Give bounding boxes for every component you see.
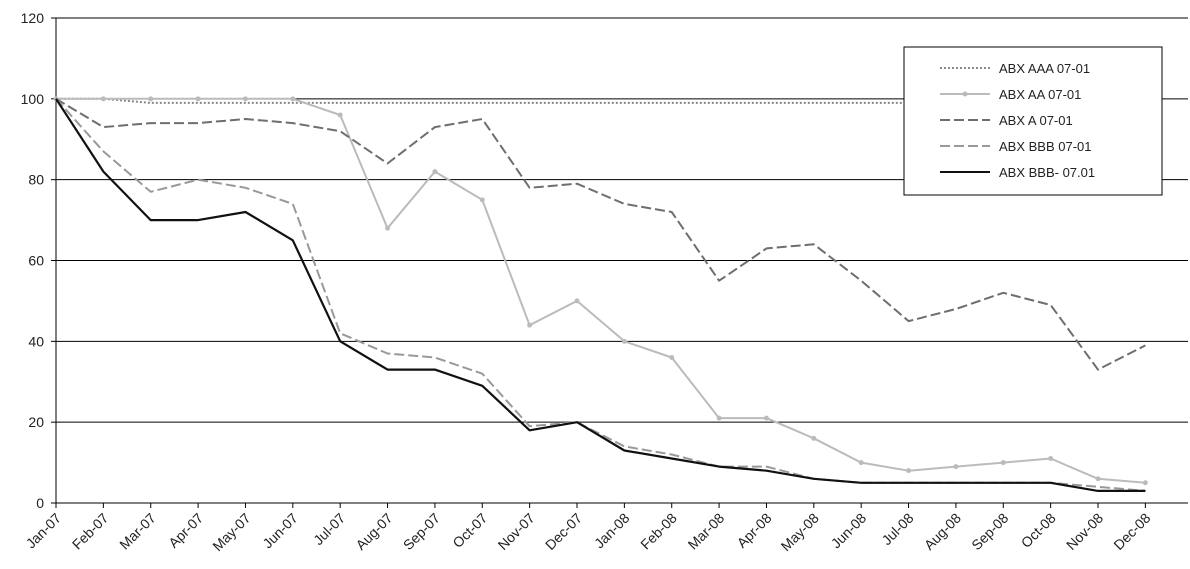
x-tick-label: Aug-07 — [352, 510, 395, 553]
x-tick-label: Dec-07 — [542, 510, 585, 553]
x-tick-label: May-07 — [209, 510, 253, 554]
x-tick-label: Jul-08 — [878, 510, 916, 548]
x-tick-label: Aug-08 — [921, 510, 964, 553]
series-point — [195, 96, 201, 102]
series-lines — [53, 96, 1148, 492]
x-tick-label: Jun-08 — [828, 510, 870, 552]
series-point — [337, 112, 343, 118]
series-point — [100, 96, 106, 102]
x-tick-label: Oct-08 — [1018, 510, 1059, 551]
series-point — [621, 338, 627, 344]
y-tick-label: 0 — [36, 495, 44, 511]
series-point — [906, 468, 912, 474]
y-tick-label: 40 — [28, 333, 44, 349]
series-point — [1142, 480, 1148, 486]
series-point — [574, 298, 580, 304]
x-tick-label: May-08 — [778, 510, 822, 554]
series-point — [479, 197, 485, 203]
x-axis-ticks: Jan-07 Feb-07 Mar-07 Apr-07 May-07 Jun-07 Jul-… — [23, 503, 1154, 554]
x-tick-label: Dec-08 — [1110, 510, 1153, 553]
x-tick-label: Jan-07 — [23, 510, 65, 552]
legend-label: ABX BBB 07-01 — [999, 139, 1092, 154]
series-point — [290, 96, 296, 102]
legend-label: ABX BBB- 07.01 — [999, 165, 1095, 180]
legend-marker — [962, 91, 968, 97]
y-tick-label: 100 — [21, 91, 45, 107]
series-point — [811, 435, 817, 441]
legend-label: ABX AA 07-01 — [999, 87, 1081, 102]
series-point — [858, 460, 864, 466]
series-point — [669, 355, 675, 360]
series-point — [148, 96, 154, 102]
series-point — [953, 464, 959, 470]
x-tick-label: Jan-08 — [591, 510, 633, 552]
series-line-3 — [55, 97, 1146, 371]
y-tick-label: 20 — [28, 414, 44, 430]
series-point — [716, 415, 722, 421]
x-tick-label: Jul-07 — [310, 510, 348, 548]
x-tick-label: Feb-08 — [637, 510, 680, 553]
legend: ABX AAA 07-01 ABX AA 07-01 ABX A 07-01 ABX … — [903, 46, 1163, 196]
x-tick-label: Sep-08 — [968, 510, 1011, 553]
legend-label: ABX A 07-01 — [999, 113, 1073, 128]
x-tick-label: Oct-07 — [449, 510, 490, 551]
x-tick-label: Nov-08 — [1063, 510, 1106, 553]
x-tick-label: Sep-07 — [400, 510, 443, 553]
legend-label: ABX AAA 07-01 — [999, 61, 1090, 76]
series-point — [385, 225, 391, 231]
y-tick-label: 60 — [28, 253, 44, 269]
series-point — [1048, 456, 1054, 462]
x-tick-label: Mar-07 — [116, 510, 159, 553]
x-tick-label: Apr-08 — [734, 510, 775, 551]
y-tick-label: 120 — [21, 10, 45, 26]
series-point — [1000, 460, 1006, 466]
series-point — [242, 96, 248, 102]
series-line-1 — [56, 97, 1146, 104]
x-tick-label: Jun-07 — [259, 510, 301, 552]
series-point — [527, 322, 533, 328]
y-tick-label: 80 — [28, 172, 44, 188]
series-point — [1095, 476, 1101, 482]
series-line-2 — [56, 97, 1146, 484]
series-line-5 — [55, 98, 1146, 492]
x-tick-label: Apr-07 — [165, 510, 206, 551]
x-tick-label: Feb-07 — [69, 510, 112, 553]
y-axis-ticks: 0 20 40 60 80 100 120 — [21, 10, 56, 511]
x-tick-label: Mar-08 — [685, 510, 728, 553]
series-point — [432, 169, 438, 175]
series-point — [763, 415, 769, 421]
x-tick-label: Nov-07 — [495, 510, 538, 553]
